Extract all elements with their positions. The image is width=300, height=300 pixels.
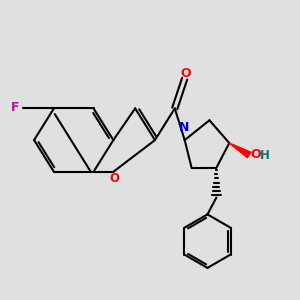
Text: O: O: [109, 172, 119, 185]
Text: H: H: [260, 149, 269, 162]
Polygon shape: [229, 143, 251, 158]
Text: N: N: [179, 121, 189, 134]
Text: F: F: [11, 101, 20, 114]
Text: O: O: [180, 67, 190, 80]
Text: O: O: [250, 148, 261, 161]
